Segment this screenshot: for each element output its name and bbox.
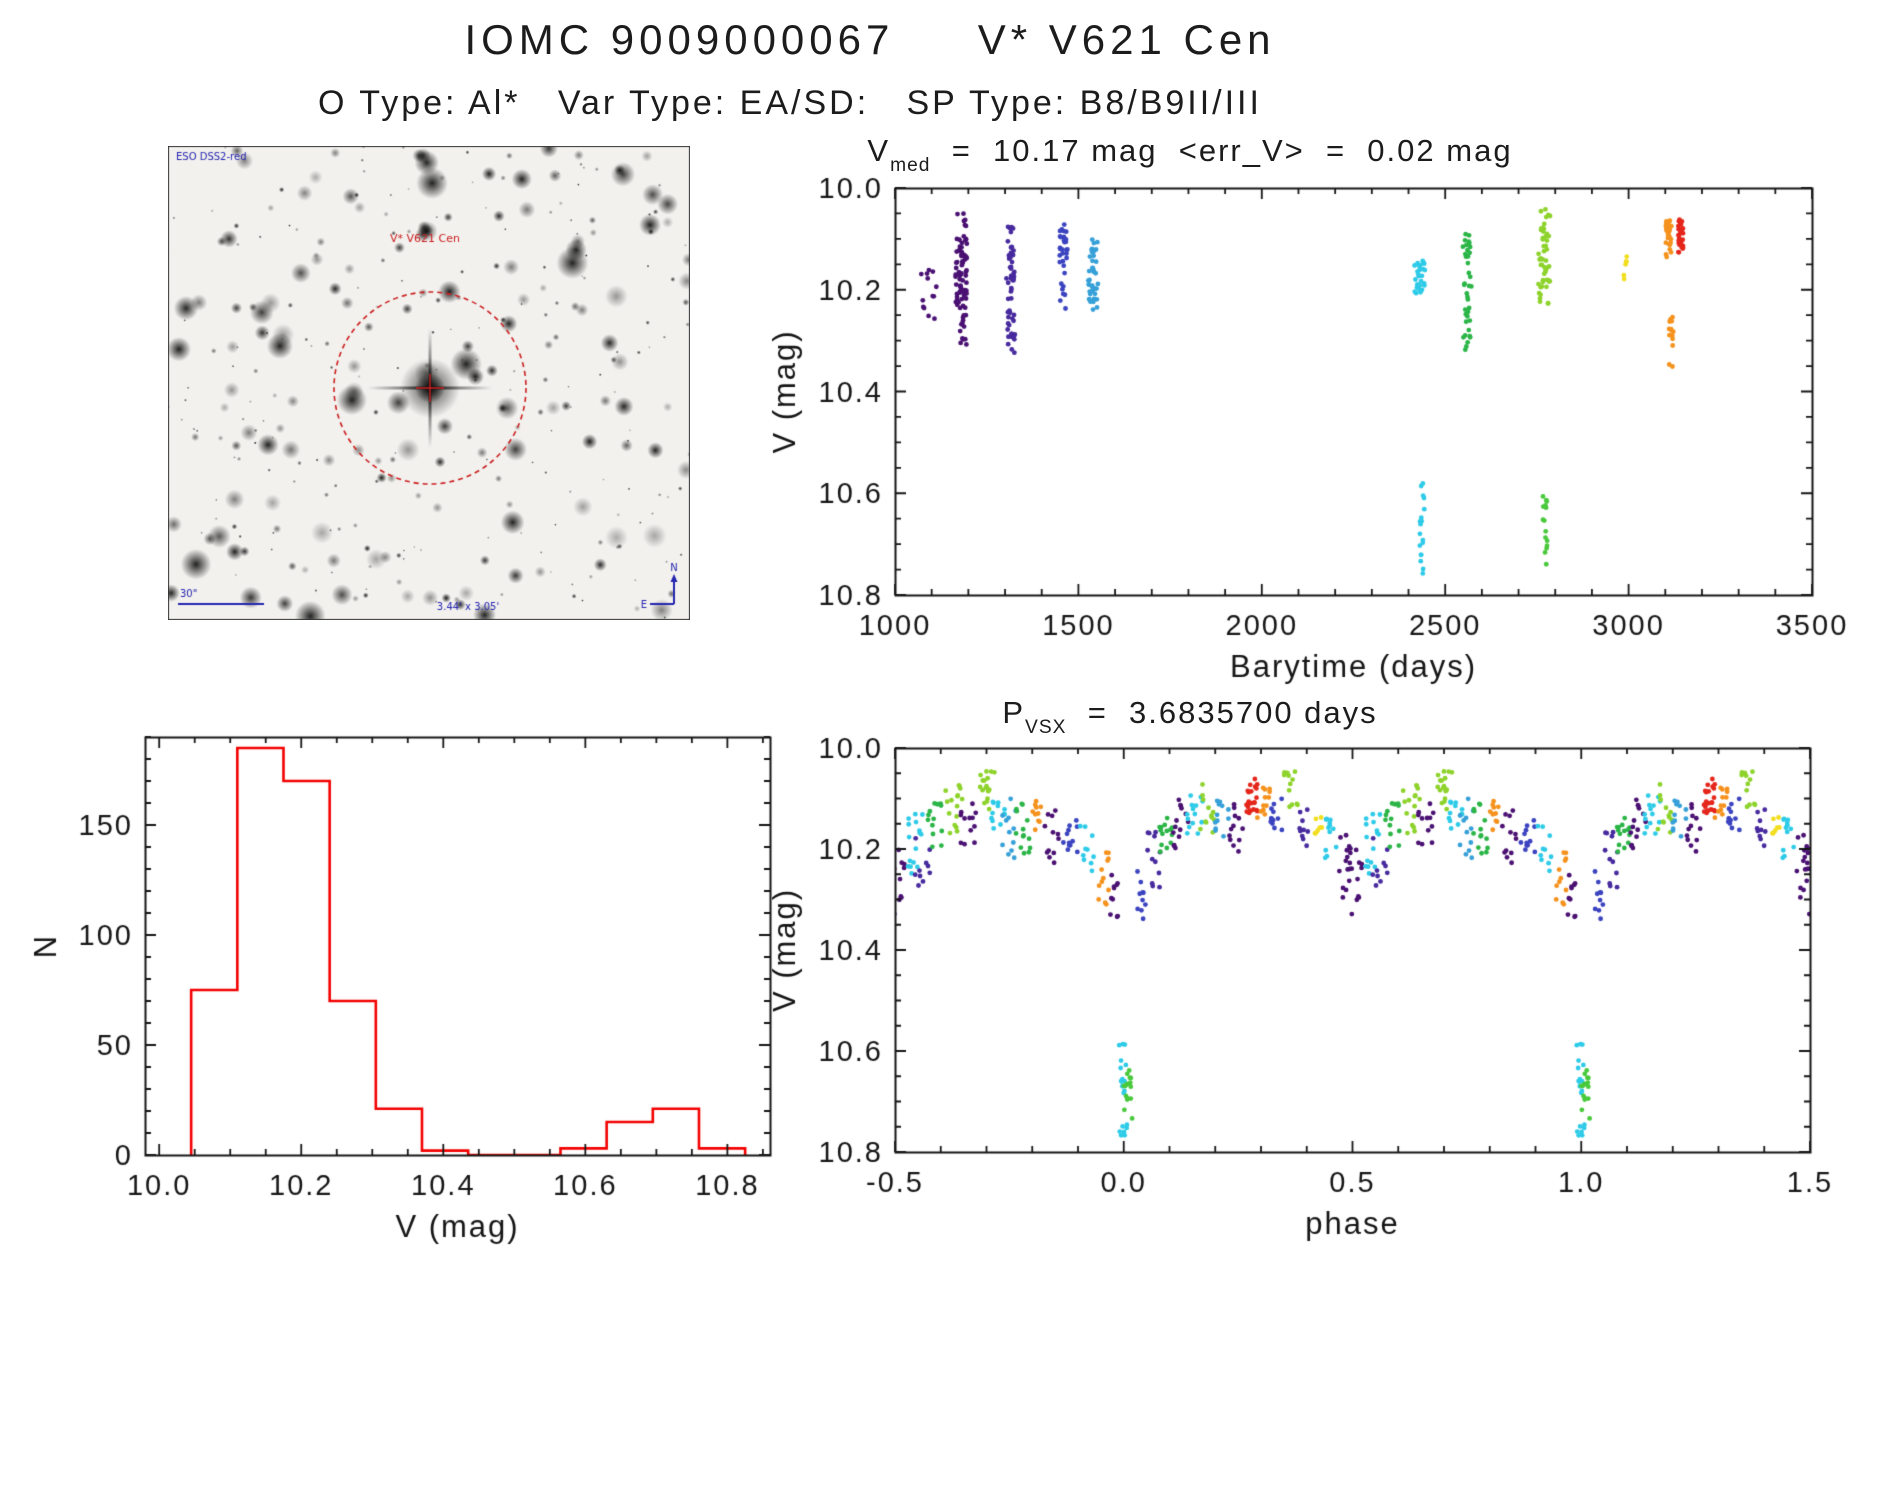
period-symbol: P	[1002, 695, 1026, 730]
phase-folded-plot	[760, 735, 1880, 1280]
magnitude-histogram-plot	[20, 720, 820, 1280]
vmed-symbol: V	[867, 133, 891, 168]
page-title: IOMC 9009000067 V* V621 Cen	[464, 16, 1276, 63]
lightcurve-title: Vmed = 10.17 mag <err_V> = 0.02 mag	[630, 133, 1750, 177]
period-value-text: = 3.6835700 days	[1066, 695, 1378, 730]
finding-chart-image	[168, 146, 690, 620]
period-subscript: VSX	[1025, 717, 1067, 739]
phase-plot-title: PVSX = 3.6835700 days	[630, 695, 1750, 739]
vmed-value-text: = 10.17 mag <err_V> = 0.02 mag	[930, 133, 1513, 168]
page-subtitle: O Type: Al* Var Type: EA/SD: SP Type: B8…	[318, 84, 1262, 122]
lightcurve-plot	[760, 175, 1880, 695]
vmed-subscript: med	[890, 155, 931, 177]
